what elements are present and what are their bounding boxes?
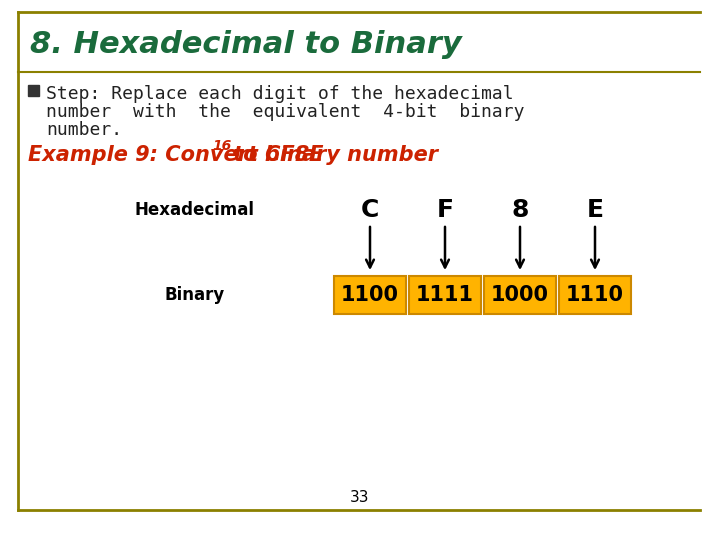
Text: 1110: 1110 (566, 285, 624, 305)
Text: Step: Replace each digit of the hexadecimal: Step: Replace each digit of the hexadeci… (46, 85, 513, 103)
Bar (559, 276, 631, 314)
Text: Example 9: Convert CF8E: Example 9: Convert CF8E (28, 145, 323, 165)
Text: to binary number: to binary number (226, 145, 438, 165)
Bar (484, 276, 556, 314)
Text: Binary: Binary (165, 286, 225, 304)
Text: 16: 16 (212, 139, 231, 153)
Text: 1111: 1111 (416, 285, 474, 305)
Text: 8. Hexadecimal to Binary: 8. Hexadecimal to Binary (30, 30, 462, 59)
Text: Hexadecimal: Hexadecimal (135, 201, 255, 219)
Bar (28, 84, 39, 96)
Text: C: C (361, 198, 379, 222)
Text: 1100: 1100 (341, 285, 399, 305)
Bar (409, 276, 481, 314)
Bar (334, 276, 406, 314)
Text: 33: 33 (350, 490, 370, 505)
Text: number.: number. (46, 121, 122, 139)
Text: F: F (436, 198, 454, 222)
Text: E: E (587, 198, 603, 222)
Text: 8: 8 (511, 198, 528, 222)
Text: number  with  the  equivalent  4-bit  binary: number with the equivalent 4-bit binary (46, 103, 524, 121)
Text: 1000: 1000 (491, 285, 549, 305)
